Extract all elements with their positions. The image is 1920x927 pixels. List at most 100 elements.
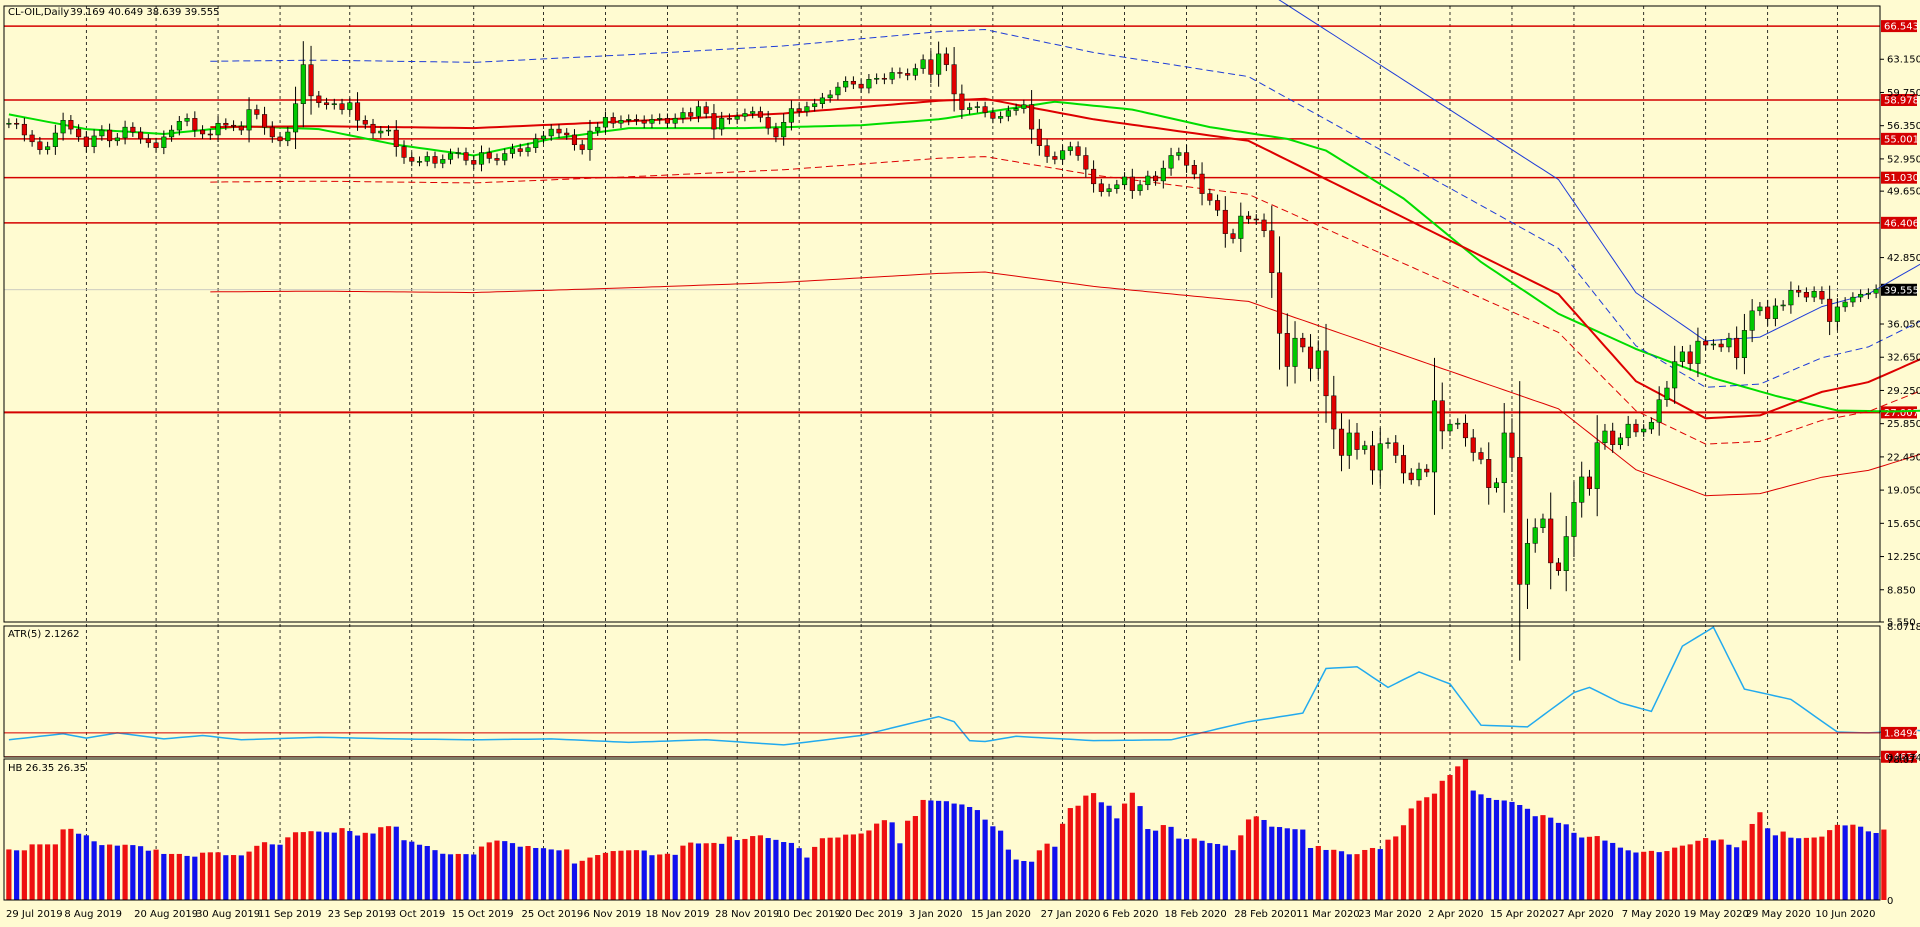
price-tick-label: 15.650 <box>1887 519 1920 530</box>
candle-body <box>1765 306 1771 319</box>
candle <box>928 50 934 84</box>
hb-bar <box>633 850 640 900</box>
x-tick-label: 28 Feb 2020 <box>1234 909 1296 920</box>
candle-body <box>494 158 500 161</box>
candle <box>757 106 763 123</box>
candle-body <box>1276 272 1283 334</box>
candle <box>1245 211 1252 224</box>
candle-body <box>1858 293 1864 298</box>
candle <box>827 90 833 103</box>
x-tick-label: 6 Nov 2019 <box>583 909 641 920</box>
current-price-label: 39.555 <box>1884 285 1919 296</box>
candle-body <box>138 131 144 140</box>
candle-body <box>1478 452 1484 460</box>
candle-body <box>1362 445 1368 450</box>
current-price-box <box>1881 283 1917 296</box>
candle <box>843 76 849 92</box>
x-tick-label: 3 Oct 2019 <box>390 909 445 920</box>
candle-body <box>672 118 678 124</box>
hb-bar <box>1811 837 1817 900</box>
hb-bar <box>1245 819 1252 900</box>
candle <box>486 147 492 164</box>
candle-body <box>1641 428 1647 433</box>
candle <box>1369 430 1376 485</box>
hb-bar <box>1734 847 1740 900</box>
hb-bar <box>1710 840 1717 900</box>
hb-bar <box>866 830 872 900</box>
candle-body <box>680 112 686 119</box>
candle-body <box>641 120 647 124</box>
candle <box>354 92 361 131</box>
candle <box>540 131 547 144</box>
hb-bar <box>858 833 864 900</box>
hb-bar <box>788 842 795 900</box>
x-tick-label: 28 Nov 2019 <box>715 909 779 920</box>
hb-bar <box>618 850 624 900</box>
candle-body <box>83 136 89 147</box>
hb-bar <box>548 849 554 900</box>
candle-body <box>262 114 268 128</box>
x-tick-label: 30 Aug 2019 <box>196 909 260 920</box>
hb-bar <box>571 863 578 900</box>
candle <box>734 111 740 125</box>
candle <box>21 117 27 142</box>
candle <box>1439 382 1445 450</box>
candle-body <box>610 117 616 124</box>
hb-bar <box>1230 850 1236 900</box>
hb-bar <box>1532 816 1538 900</box>
hb-bar <box>494 840 500 900</box>
candle <box>866 73 872 94</box>
candle-body <box>1834 306 1840 322</box>
candle-body <box>1772 305 1778 319</box>
candle-body <box>1749 310 1755 331</box>
pane-frame <box>3 5 1881 623</box>
candle <box>633 114 640 126</box>
hb-bar <box>990 826 996 900</box>
hb-bar <box>1145 829 1151 900</box>
candle <box>959 84 965 119</box>
hb-bar <box>91 841 97 900</box>
candle-body <box>905 73 911 76</box>
price-tick-label: 29.250 <box>1887 386 1920 397</box>
hb-bar <box>1718 839 1724 900</box>
hb-bar <box>1385 839 1391 900</box>
candle <box>231 120 237 132</box>
candle-body <box>416 161 423 163</box>
candle-body <box>804 106 810 112</box>
candle-body <box>1617 437 1623 445</box>
candle-body <box>750 111 756 114</box>
hb-bar <box>1168 826 1174 900</box>
candle-body <box>1788 290 1794 306</box>
candle-body <box>633 119 640 121</box>
candle-body <box>525 147 531 152</box>
candle-body <box>1083 155 1089 170</box>
candle-body <box>1075 146 1081 156</box>
candle-body <box>719 118 725 130</box>
price-tick-label: 25.850 <box>1887 419 1920 430</box>
candle <box>401 140 407 164</box>
candle <box>238 121 244 135</box>
candle-body <box>347 102 353 110</box>
candle <box>936 41 942 87</box>
candle-body <box>1695 340 1701 364</box>
candle-body <box>781 122 787 138</box>
hb-bar <box>1757 812 1763 900</box>
candle <box>1803 287 1809 303</box>
candle-body <box>1447 423 1453 432</box>
hb-bar <box>1586 836 1593 900</box>
candle <box>1083 147 1089 178</box>
level-price-box <box>1881 20 1917 33</box>
hb-bar <box>478 846 485 900</box>
candle-body <box>928 59 934 75</box>
x-tick-label: 3 Jan 2020 <box>909 909 963 920</box>
hb-bar <box>68 828 74 900</box>
candle <box>982 101 988 118</box>
candle <box>850 76 856 90</box>
candle-body <box>1300 337 1306 348</box>
candle-body <box>323 102 330 105</box>
candle-body <box>1098 183 1104 192</box>
candle-body <box>1029 104 1035 130</box>
candle-body <box>757 111 763 118</box>
candle-body <box>1431 400 1438 473</box>
